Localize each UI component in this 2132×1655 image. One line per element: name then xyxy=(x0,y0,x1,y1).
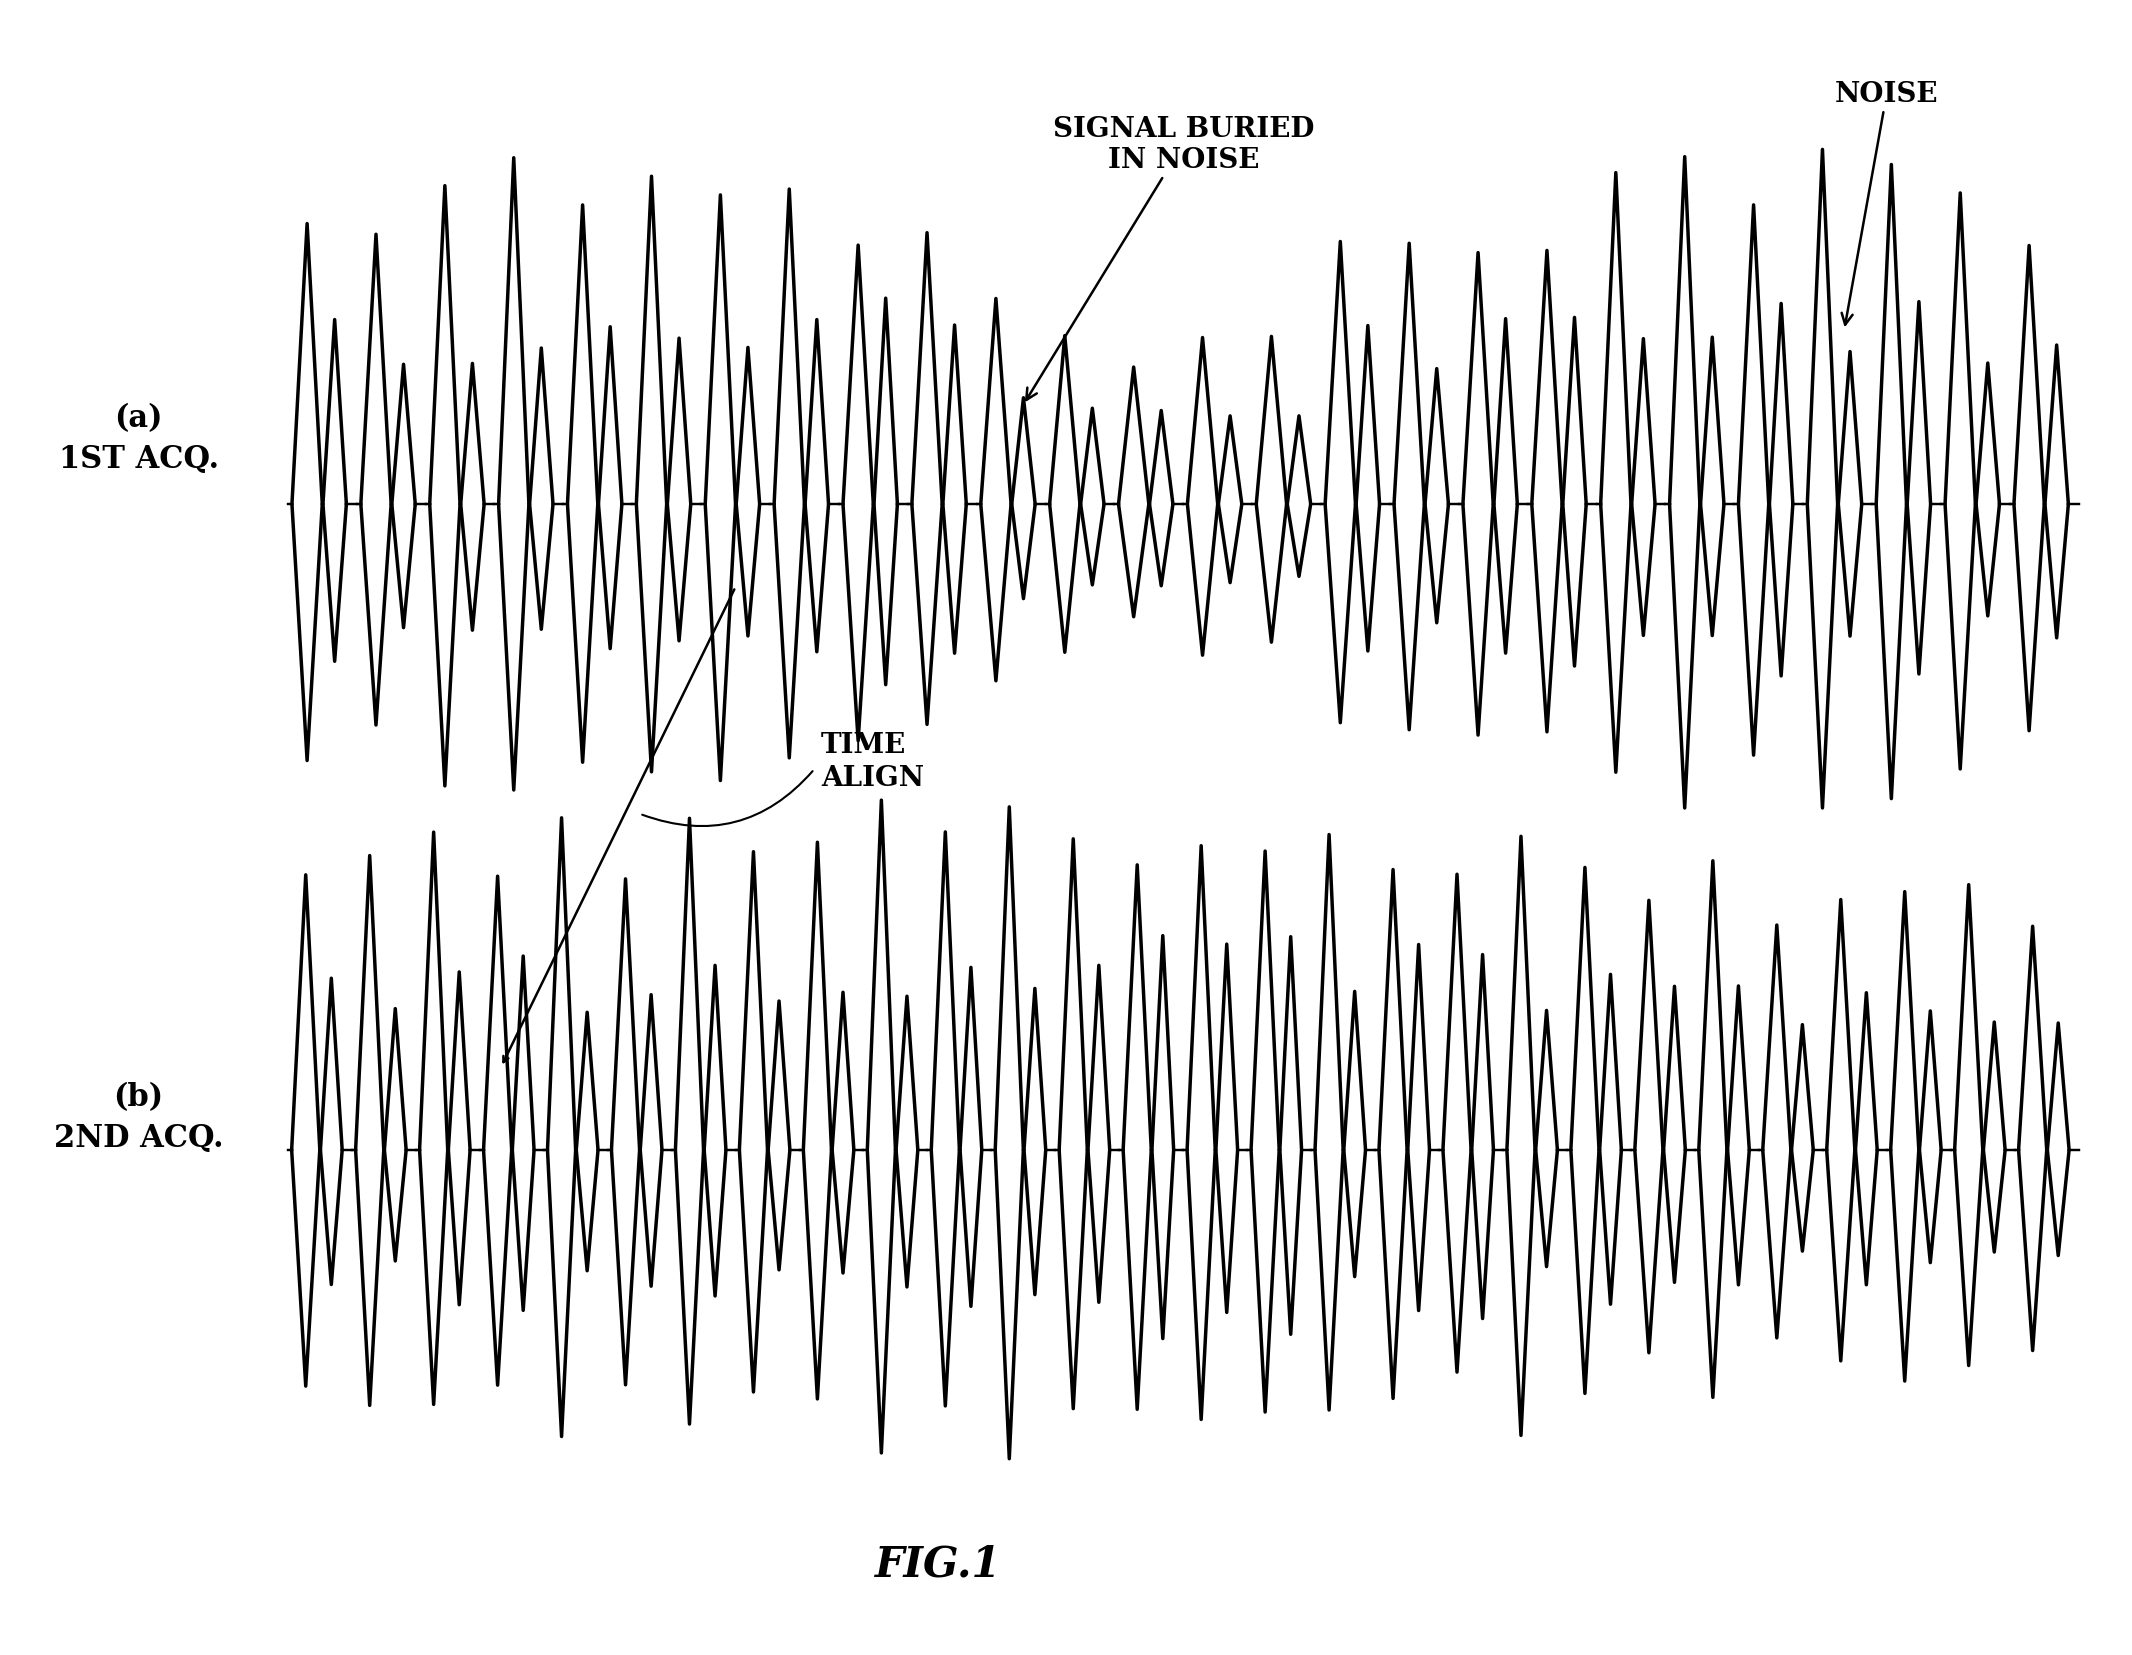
Text: (a)
1ST ACQ.: (a) 1ST ACQ. xyxy=(58,402,220,475)
Text: TIME
ALIGN: TIME ALIGN xyxy=(821,732,923,791)
Text: (b)
2ND ACQ.: (b) 2ND ACQ. xyxy=(53,1081,224,1154)
Text: FIG.1: FIG.1 xyxy=(874,1542,1002,1585)
Text: SIGNAL BURIED
IN NOISE: SIGNAL BURIED IN NOISE xyxy=(1025,116,1313,401)
Text: NOISE: NOISE xyxy=(1836,81,1938,326)
